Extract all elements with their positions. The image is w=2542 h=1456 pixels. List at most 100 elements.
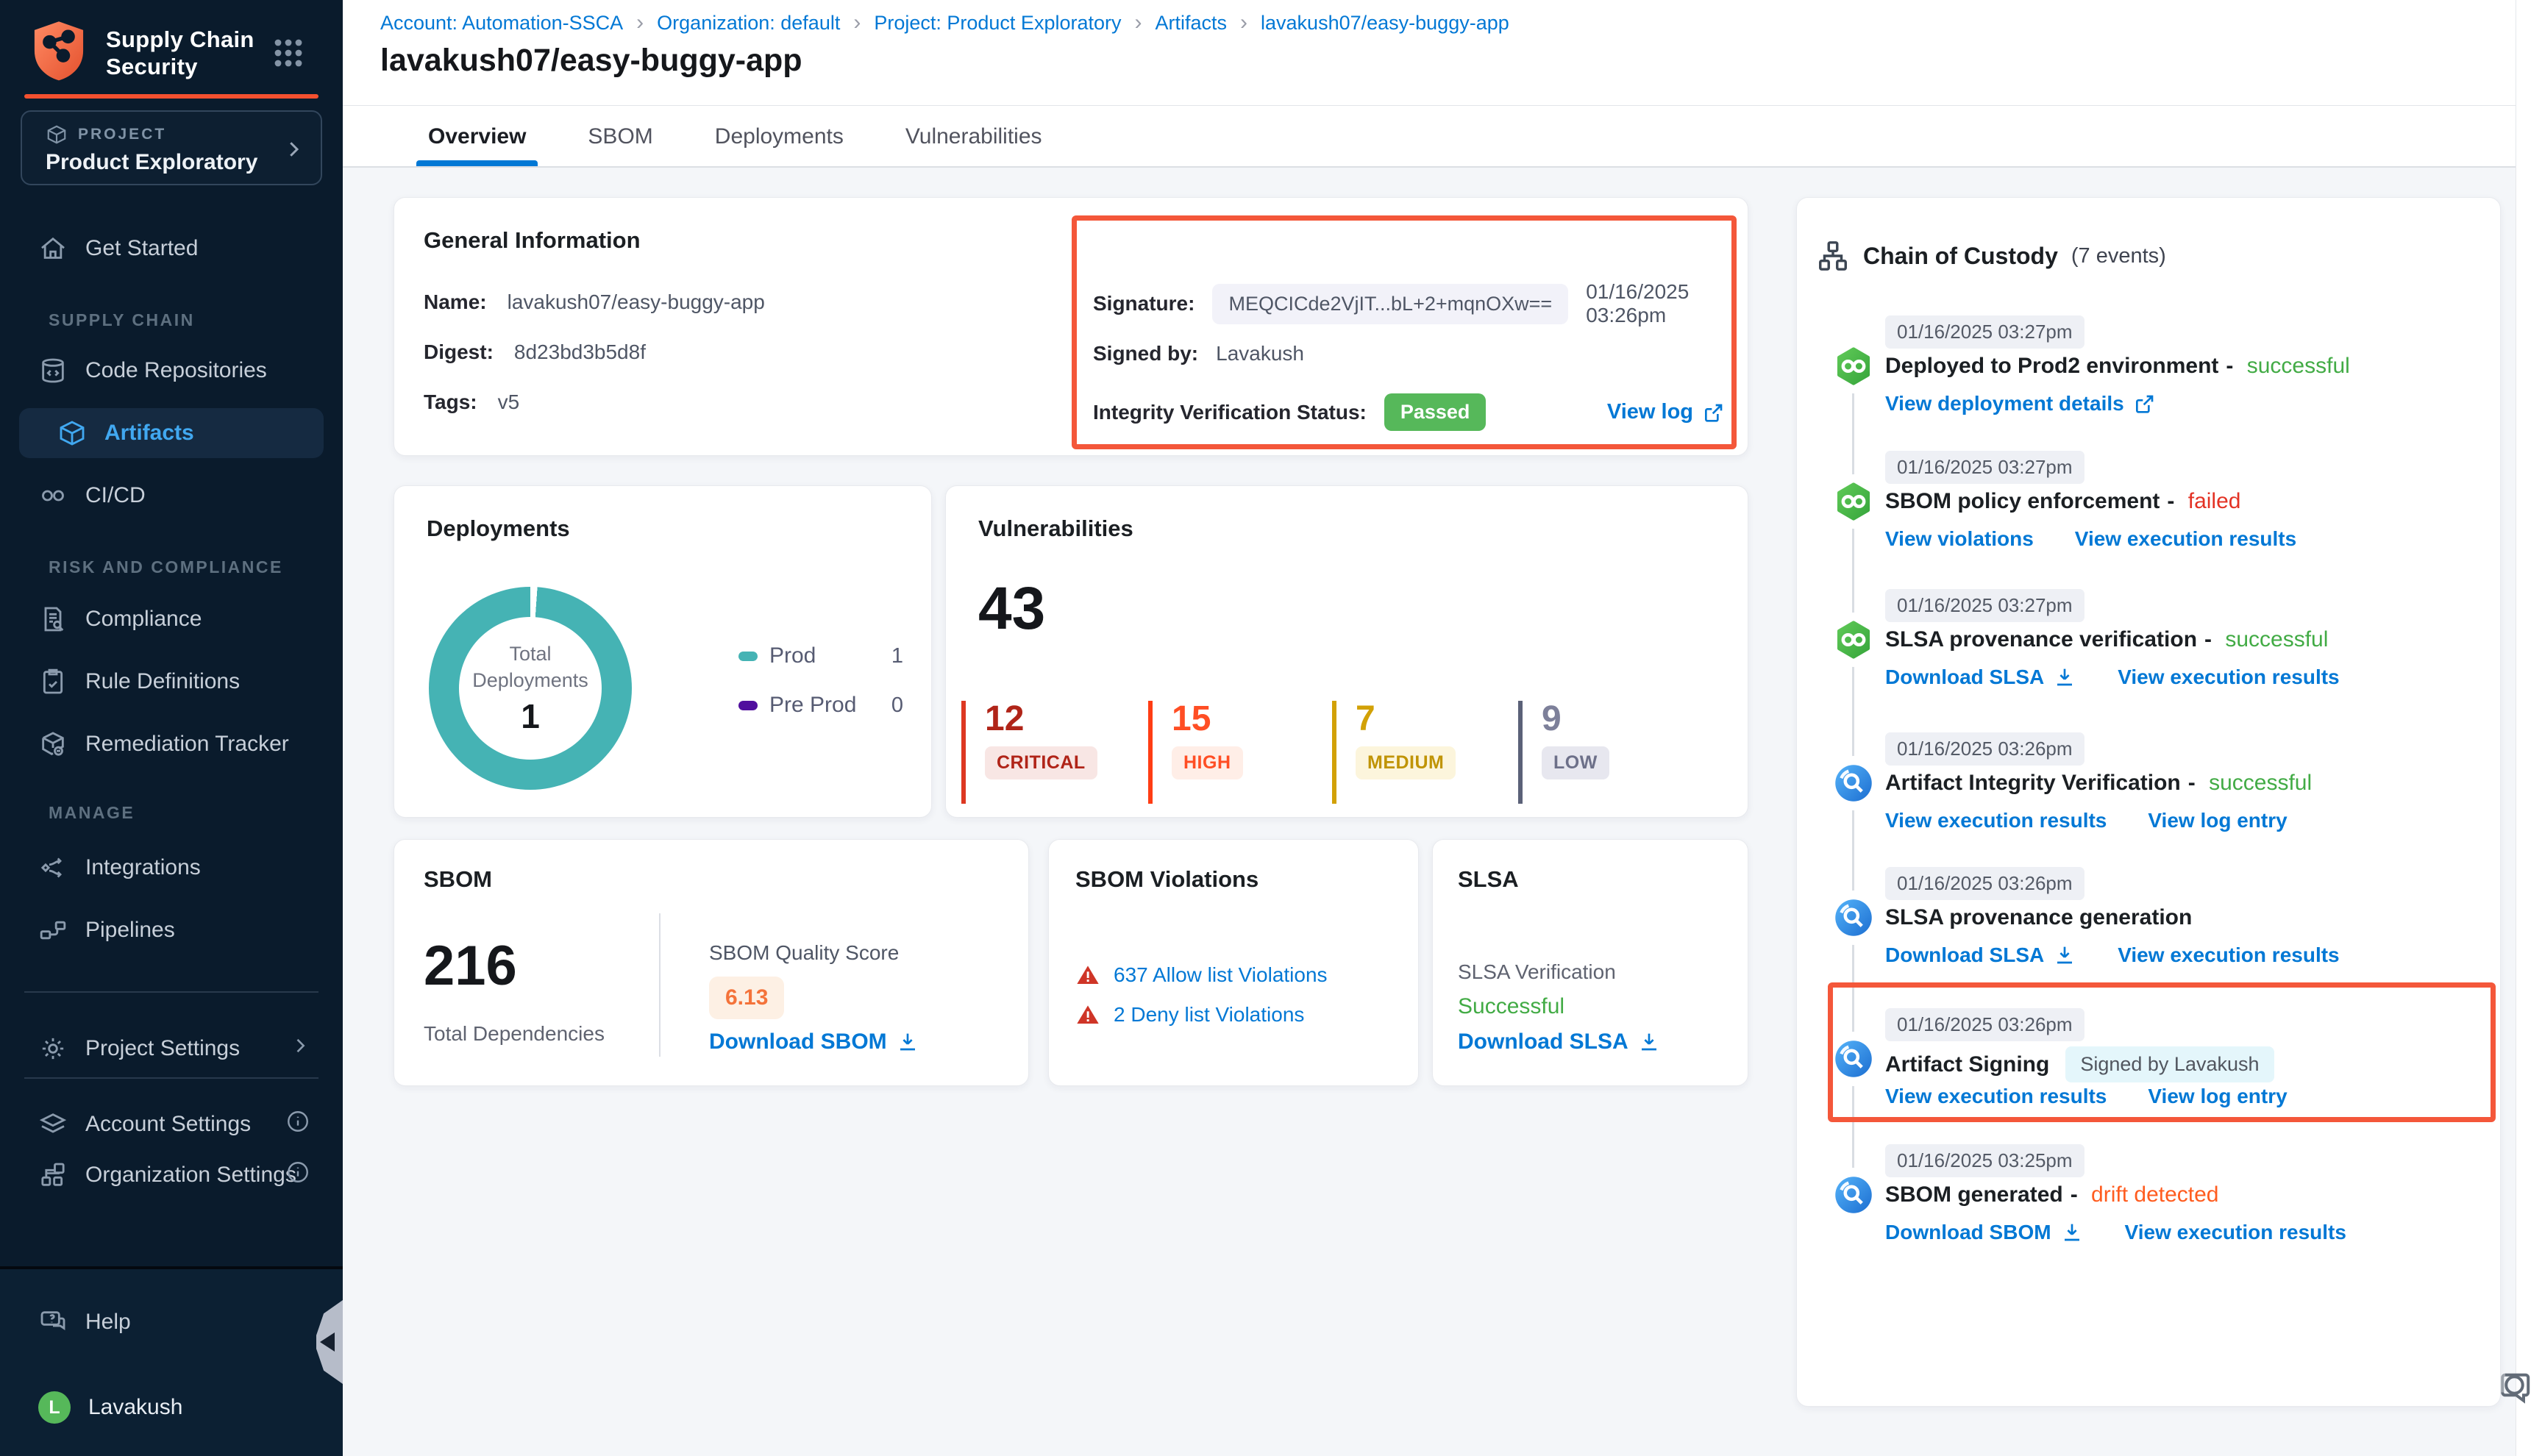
sidebar-item-remediation-tracker[interactable]: Remediation Tracker: [0, 721, 343, 768]
breadcrumb-artifacts[interactable]: Artifacts: [1156, 12, 1228, 35]
breadcrumb-account[interactable]: Account: Automation-SSCA: [380, 12, 623, 35]
sidebar-item-artifacts[interactable]: Artifacts: [19, 408, 324, 458]
view-execution-results-link[interactable]: View execution results: [2118, 665, 2339, 689]
view-log-link[interactable]: View log: [1607, 400, 1726, 424]
scan-event-icon: [1834, 1175, 1873, 1215]
warning-triangle-icon: [1075, 963, 1100, 987]
view-execution-results-link[interactable]: View execution results: [1885, 809, 2107, 832]
severity-low: 9 LOW: [1518, 701, 1609, 804]
download-icon: [896, 1030, 919, 1054]
deny-list-violations-link[interactable]: 2 Deny list Violations: [1114, 1003, 1304, 1027]
download-sbom-link[interactable]: Download SBOM: [1885, 1221, 2084, 1244]
infinity-icon: [38, 481, 68, 510]
scan-event-icon: [1834, 898, 1873, 938]
sidebar-item-code-repositories[interactable]: Code Repositories: [0, 347, 343, 394]
view-log-entry-link[interactable]: View log entry: [2148, 809, 2287, 832]
view-execution-results-link[interactable]: View execution results: [2118, 943, 2339, 967]
slsa-card: SLSA SLSA Verification Successful Downlo…: [1432, 839, 1748, 1086]
sidebar-item-rule-definitions[interactable]: Rule Definitions: [0, 658, 343, 705]
severity-high: 15 HIGH: [1148, 701, 1243, 804]
card-title: SBOM Violations: [1075, 866, 1258, 893]
sidebar-item-help[interactable]: Help: [0, 1299, 343, 1346]
sidebar-item-pipelines[interactable]: Pipelines: [0, 907, 343, 954]
allow-list-violations-link[interactable]: 637 Allow list Violations: [1114, 963, 1328, 987]
breadcrumb-organization[interactable]: Organization: default: [657, 12, 840, 35]
card-title: General Information: [424, 227, 641, 254]
deny-list-violations-row: 2 Deny list Violations: [1075, 1003, 1304, 1027]
avatar: L: [38, 1391, 71, 1424]
chain-of-custody-icon: [1816, 239, 1850, 273]
sidebar-item-cicd[interactable]: CI/CD: [0, 472, 343, 519]
org-chart-icon: [38, 1160, 68, 1190]
sbom-card: SBOM 216 Total Dependencies SBOM Quality…: [394, 839, 1029, 1086]
vulnerabilities-card: Vulnerabilities 43 12 CRITICAL 15 HIGH 7…: [945, 485, 1748, 818]
signature-value: MEQCICde2VjIT...bL+2+mqnOXw==: [1212, 284, 1568, 324]
view-execution-results-link[interactable]: View execution results: [1885, 1085, 2107, 1108]
external-link-icon: [1702, 401, 1726, 424]
sidebar-item-get-started[interactable]: Get Started: [0, 225, 343, 272]
sidebar-section-supply-chain: SUPPLY CHAIN: [49, 310, 195, 330]
sidebar-item-compliance[interactable]: Compliance: [0, 596, 343, 643]
info-icon: [285, 1109, 310, 1140]
chain-of-custody-card: Chain of Custody (7 events) 01/16/2025 0…: [1796, 197, 2501, 1407]
sidebar-divider: [24, 1077, 318, 1079]
tab-sbom[interactable]: SBOM: [576, 107, 664, 166]
signed-by-badge: Signed by Lavakush: [2065, 1046, 2274, 1082]
document-search-icon: [38, 604, 68, 634]
download-icon: [2053, 943, 2076, 967]
tab-vulnerabilities[interactable]: Vulnerabilities: [894, 107, 1054, 166]
breadcrumb-artifact-name[interactable]: lavakush07/easy-buggy-app: [1261, 12, 1509, 35]
view-log-entry-link[interactable]: View log entry: [2148, 1085, 2287, 1108]
breadcrumb-project[interactable]: Project: Product Exploratory: [874, 12, 1121, 35]
quality-score-badge: 6.13: [709, 977, 784, 1019]
view-deployment-details-link[interactable]: View deployment details: [1885, 392, 2157, 415]
user-menu[interactable]: L Lavakush: [0, 1384, 343, 1431]
download-icon: [1637, 1030, 1661, 1054]
sidebar-item-integrations[interactable]: Integrations: [0, 844, 343, 891]
project-cube-icon: [46, 124, 68, 146]
view-execution-results-link[interactable]: View execution results: [2075, 527, 2296, 551]
severity-critical: 12 CRITICAL: [961, 701, 1097, 804]
allow-list-violations-row: 637 Allow list Violations: [1075, 963, 1328, 987]
tab-bar: Overview SBOM Deployments Vulnerabilitie…: [416, 107, 1054, 166]
right-edge-panel: [2516, 0, 2542, 1456]
download-slsa-link[interactable]: Download SLSA: [1885, 943, 2076, 967]
deployments-donut-chart: TotalDeployments 1: [429, 587, 632, 790]
download-slsa-link[interactable]: Download SLSA: [1885, 665, 2076, 689]
sidebar-item-organization-settings[interactable]: Organization Settings: [0, 1152, 343, 1199]
download-slsa-link[interactable]: Download SLSA: [1458, 1029, 1661, 1054]
sidebar: Supply ChainSecurity PROJECT Product Exp…: [0, 0, 343, 1456]
card-title: Chain of Custody: [1863, 243, 2058, 270]
sidebar-section-manage: MANAGE: [49, 803, 135, 823]
user-name: Lavakush: [88, 1395, 182, 1420]
tab-deployments[interactable]: Deployments: [703, 107, 855, 166]
sidebar-divider: [24, 991, 318, 993]
status-badge: Passed: [1384, 393, 1487, 431]
name-field: Name: lavakush07/easy-buggy-app: [424, 290, 765, 314]
help-chat-icon: [38, 1307, 68, 1337]
view-execution-results-link[interactable]: View execution results: [2125, 1221, 2346, 1244]
general-information-card: General Information Name: lavakush07/eas…: [394, 197, 1748, 456]
download-sbom-link[interactable]: Download SBOM: [709, 1029, 919, 1054]
sidebar-item-account-settings[interactable]: Account Settings: [0, 1101, 343, 1148]
total-dependencies-label: Total Dependencies: [424, 1022, 605, 1046]
app-logo-shield-icon: [29, 19, 88, 86]
view-violations-link[interactable]: View violations: [1885, 527, 2034, 551]
sidebar-item-project-settings[interactable]: Project Settings: [0, 1025, 343, 1072]
project-name: Product Exploratory: [46, 150, 303, 175]
quality-score-label: SBOM Quality Score: [709, 941, 899, 965]
repository-icon: [38, 356, 68, 385]
home-icon: [38, 234, 68, 263]
severity-medium: 7 MEDIUM: [1332, 701, 1456, 804]
sbom-violations-card: SBOM Violations 637 Allow list Violation…: [1048, 839, 1419, 1086]
chat-help-widget-icon[interactable]: [2491, 1365, 2535, 1409]
card-title: SBOM: [424, 866, 492, 893]
breadcrumb: Account: Automation-SSCA Organization: d…: [380, 10, 1509, 35]
box-remediation-icon: [38, 729, 68, 759]
tab-overview[interactable]: Overview: [416, 107, 538, 166]
project-selector[interactable]: PROJECT Product Exploratory: [21, 110, 322, 185]
integrations-icon: [38, 853, 68, 882]
slsa-verification-label: SLSA Verification: [1458, 960, 1616, 984]
module-grid-icon[interactable]: [271, 35, 306, 71]
tags-field: Tags: v5: [424, 390, 519, 414]
